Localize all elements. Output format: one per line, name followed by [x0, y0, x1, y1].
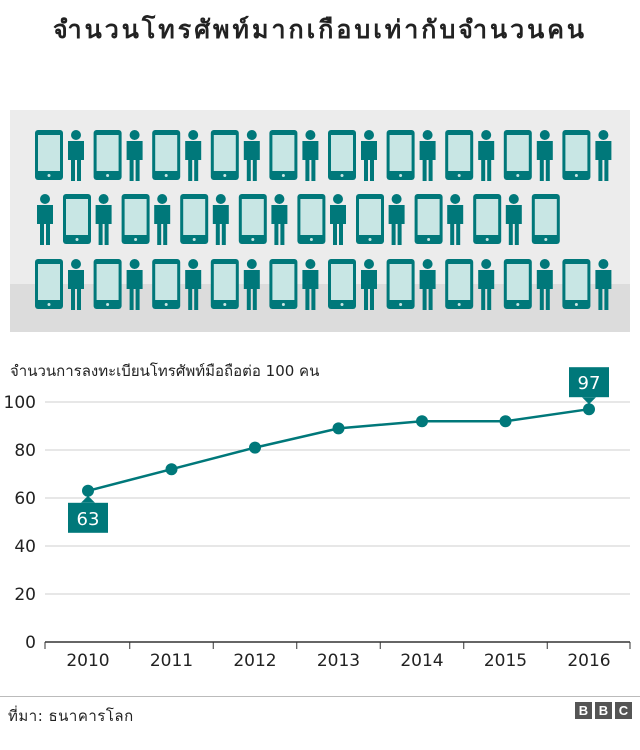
person-icon	[185, 259, 202, 310]
y-tick-label: 60	[14, 489, 36, 509]
svg-text:97: 97	[578, 373, 601, 394]
x-tick-label: 2010	[66, 651, 109, 671]
chart-title: จำนวนโทรศัพท์มากเกือบเท่ากับจำนวนคน	[52, 15, 588, 44]
smartphone-icon	[445, 259, 474, 309]
person-icon	[185, 130, 202, 181]
person-icon	[243, 259, 260, 310]
person-icon	[595, 259, 612, 310]
smartphone-icon	[180, 194, 209, 244]
y-tick-label: 80	[14, 441, 36, 461]
person-icon	[361, 130, 377, 181]
person-icon	[330, 194, 346, 245]
y-axis-ticks: 0 20 40 60 80 100	[4, 393, 36, 653]
smartphone-icon	[269, 259, 298, 309]
data-point	[249, 441, 261, 454]
person-icon	[419, 130, 436, 181]
smartphone-icon	[531, 194, 560, 244]
person-icon	[478, 259, 495, 310]
person-icon	[536, 130, 553, 181]
person-icon	[37, 194, 53, 245]
smartphone-icon	[356, 194, 384, 244]
x-tick-label: 2011	[150, 651, 193, 671]
person-icon	[68, 259, 84, 310]
person-icon	[447, 194, 464, 245]
person-icon	[388, 194, 405, 245]
smartphone-icon	[35, 130, 63, 180]
person-icon	[243, 130, 260, 181]
smartphone-icon	[238, 194, 267, 244]
footer-divider	[0, 696, 640, 697]
data-point	[499, 415, 512, 428]
smartphone-icon	[297, 194, 326, 244]
smartphone-icon	[503, 130, 532, 180]
person-icon	[419, 259, 436, 310]
person-icon	[271, 194, 288, 245]
smartphone-icon	[414, 194, 443, 244]
smartphone-icon	[93, 259, 122, 309]
line-chart: จำนวนการลงทะเบียนโทรศัพท์มือถือต่อ 100 ค…	[4, 362, 631, 671]
smartphone-icon	[210, 130, 239, 180]
smartphone-icon	[152, 130, 181, 180]
person-icon	[478, 130, 495, 181]
smartphone-icon	[386, 259, 415, 309]
x-tick-label: 2015	[484, 651, 527, 671]
person-icon	[536, 259, 553, 310]
person-icon	[302, 259, 319, 310]
data-label: 97	[569, 367, 609, 405]
data-label: 63	[68, 495, 108, 533]
y-tick-label: 40	[14, 537, 36, 557]
person-icon	[154, 194, 171, 245]
x-tick-label: 2016	[567, 651, 610, 671]
person-icon	[126, 130, 143, 181]
logo-letter: B	[595, 702, 612, 719]
smartphone-icon	[35, 259, 63, 309]
smartphone-icon	[63, 194, 91, 244]
x-axis-ticks: 2010 2011 2012 2013 2014 2015 2016	[44, 642, 631, 671]
logo-letter: C	[615, 702, 632, 719]
gridlines	[45, 401, 630, 643]
smartphone-icon	[210, 259, 239, 309]
svg-text:63: 63	[77, 509, 100, 530]
y-tick-label: 100	[4, 393, 36, 413]
bbc-logo: B B C	[575, 702, 632, 719]
source-note: ที่มา: ธนาคารโลก	[8, 707, 134, 725]
data-point	[416, 415, 428, 428]
smartphone-icon	[503, 259, 532, 309]
smartphone-icon	[328, 259, 356, 309]
y-tick-label: 0	[25, 633, 36, 653]
smartphone-icon	[445, 130, 474, 180]
x-tick-label: 2014	[400, 651, 443, 671]
smartphone-icon	[562, 130, 591, 180]
person-icon	[126, 259, 143, 310]
logo-letter: B	[575, 702, 592, 719]
smartphone-icon	[269, 130, 298, 180]
phones-people-illustration	[10, 110, 630, 332]
data-point	[82, 484, 94, 497]
data-labels: 63 97	[68, 367, 609, 533]
smartphone-icon	[562, 259, 591, 309]
x-tick-label: 2012	[233, 651, 276, 671]
icon-grid	[35, 130, 612, 310]
smartphone-icon	[93, 130, 122, 180]
person-icon	[95, 194, 112, 245]
person-icon	[361, 259, 377, 310]
data-point	[583, 403, 595, 416]
smartphone-icon	[121, 194, 150, 244]
smartphone-icon	[152, 259, 181, 309]
y-tick-label: 20	[14, 585, 36, 605]
person-icon	[302, 130, 319, 181]
x-tick-label: 2013	[317, 651, 360, 671]
person-icon	[505, 194, 522, 245]
data-point	[165, 463, 178, 476]
smartphone-icon	[473, 194, 502, 244]
smartphone-icon	[328, 130, 356, 180]
chart-subtitle: จำนวนการลงทะเบียนโทรศัพท์มือถือต่อ 100 ค…	[10, 362, 319, 380]
person-icon	[68, 130, 84, 181]
data-points	[82, 403, 595, 497]
person-icon	[212, 194, 229, 245]
smartphone-icon	[386, 130, 415, 180]
data-point	[332, 422, 345, 435]
person-icon	[595, 130, 612, 181]
